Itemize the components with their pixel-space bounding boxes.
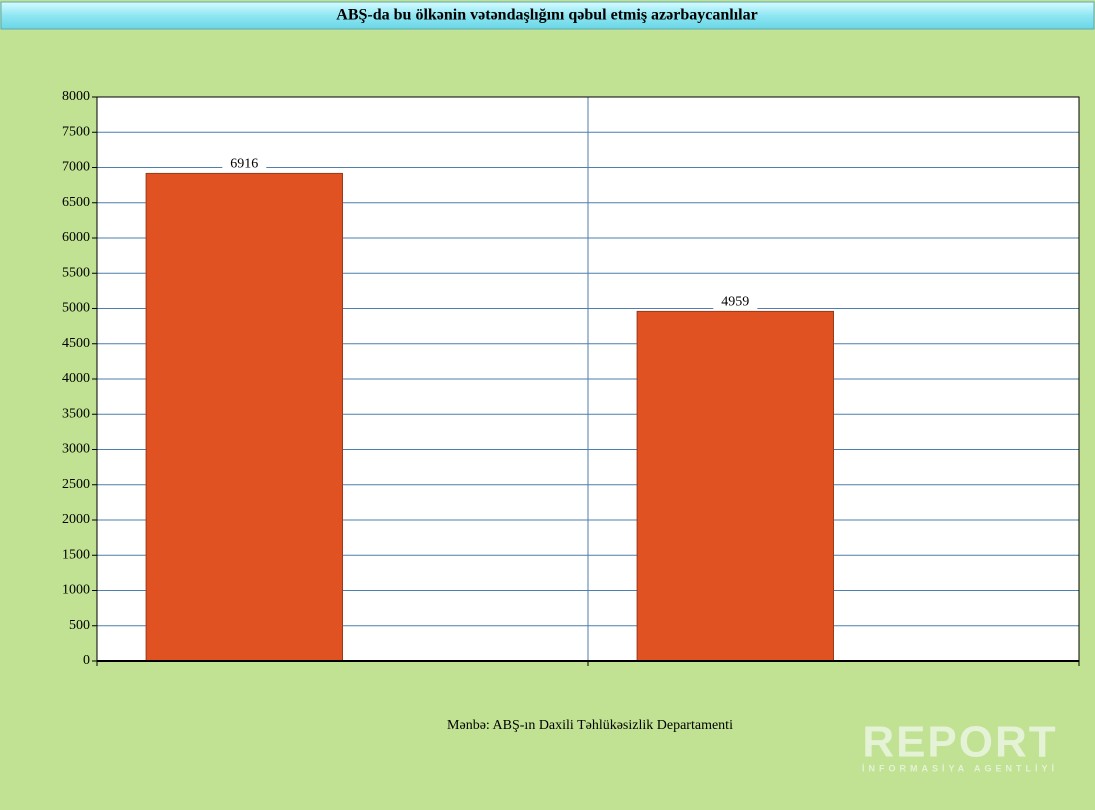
y-tick-label: 5000 [62,301,90,316]
watermark-subtitle: İNFORMASİYA AGENTLİYİ [862,763,1058,773]
y-tick-label: 8000 [62,89,90,104]
y-tick-label: 1000 [62,583,90,598]
bar [145,172,343,662]
y-tick-label: 1500 [62,547,90,562]
y-tick-label: 4000 [62,371,90,386]
value-label: 6916 [230,157,258,172]
chart-title: ABŞ-da bu ölkənin vətəndaşlığını qəbul e… [336,7,757,24]
y-tick-label: 0 [83,653,90,668]
title-bar [0,1,1095,30]
y-tick-label: 5500 [62,265,90,280]
y-tick-label: 3000 [62,442,90,457]
y-tick-label: 2000 [62,512,90,527]
source-note: Mənbə: ABŞ-ın Daxili Təhlükəsizlik Depar… [447,718,733,733]
y-tick-label: 2500 [62,477,90,492]
bar [636,310,834,662]
y-tick-label: 7000 [62,160,90,175]
value-label-bg [222,155,267,173]
y-tick-label: 4500 [62,336,90,351]
value-label: 4959 [721,295,749,310]
value-label-bg [713,293,758,311]
watermark-title: REPORT [862,718,1057,767]
y-tick-label: 7500 [62,124,90,139]
y-tick-label: 6000 [62,230,90,245]
y-tick-label: 6500 [62,195,90,210]
y-tick-label: 3500 [62,406,90,421]
y-tick-label: 500 [69,618,90,633]
